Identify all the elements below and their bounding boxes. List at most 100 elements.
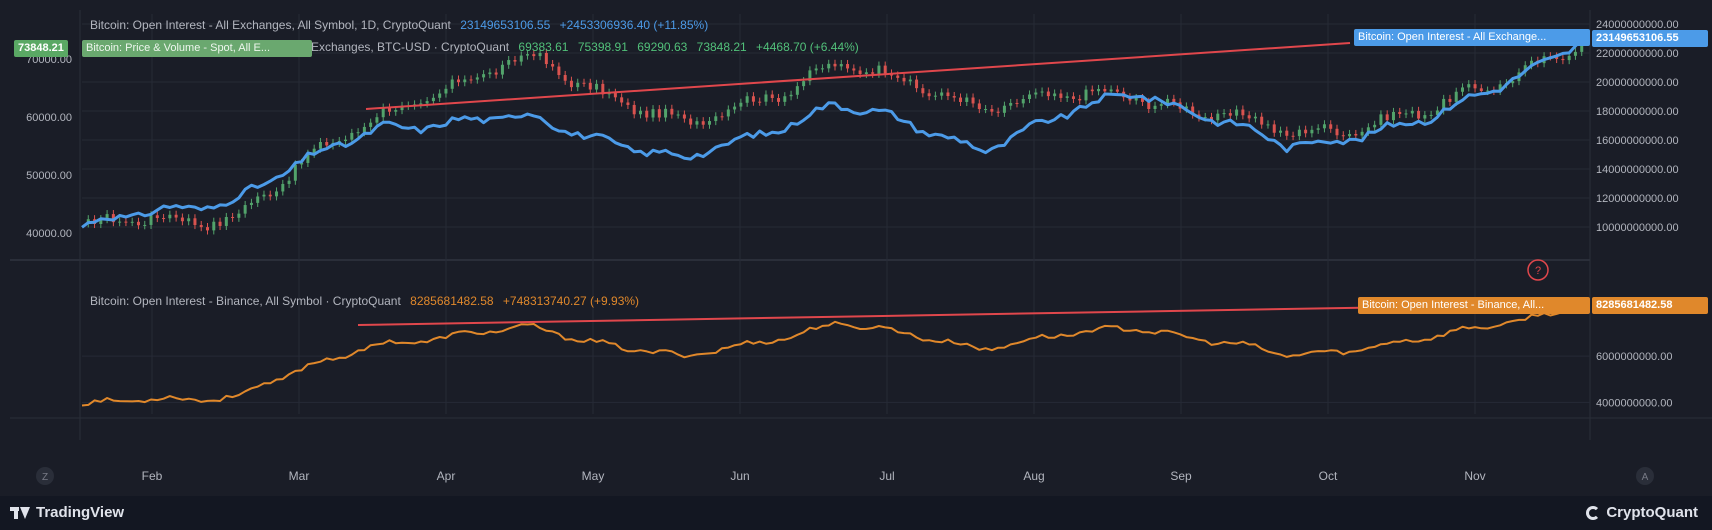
candle-body xyxy=(444,88,448,94)
candle-body xyxy=(287,180,291,184)
candle-body xyxy=(1348,134,1352,137)
oi-binance-legend[interactable]: Bitcoin: Open Interest - Binance, All Sy… xyxy=(90,294,639,308)
candle-body xyxy=(670,108,674,115)
candle-body xyxy=(431,97,435,102)
candle-body xyxy=(400,105,404,111)
oi-axis-tick: 16000000000.00 xyxy=(1596,135,1679,147)
cryptoquant-label: CryptoQuant xyxy=(1606,504,1698,521)
candle-body xyxy=(155,215,159,219)
candle-body xyxy=(212,221,216,231)
candle-body xyxy=(657,109,661,118)
candle-body xyxy=(1341,135,1345,137)
candle-body xyxy=(224,217,228,226)
candle-body xyxy=(381,107,385,118)
candle-body xyxy=(1134,98,1138,101)
candle-body xyxy=(1404,113,1408,115)
candle-body xyxy=(206,227,209,231)
oi-binance-series-tag: Bitcoin: Open Interest - Binance, All... xyxy=(1358,297,1590,314)
candle-body xyxy=(1078,98,1082,101)
candle-body xyxy=(1247,115,1251,119)
oi-all-line xyxy=(81,34,1589,229)
candle-body xyxy=(764,94,768,102)
oi-all-value: 23149653106.55 xyxy=(460,18,551,32)
oi-all-legend[interactable]: Bitcoin: Open Interest - All Exchanges, … xyxy=(90,18,708,32)
oi-binance-line xyxy=(81,302,1589,407)
candle-body xyxy=(1216,113,1220,121)
lower-pane xyxy=(10,262,1590,417)
candle-body xyxy=(1429,114,1433,116)
candle-body xyxy=(463,79,467,83)
candle-body xyxy=(664,108,668,118)
candle-body xyxy=(1410,110,1414,114)
chart-canvas[interactable]: 24000000000.00 22000000000.00 20000000000.… xyxy=(0,0,1712,496)
candle-body xyxy=(262,194,266,197)
candle-body xyxy=(494,72,498,75)
candle-body xyxy=(1580,40,1584,52)
question-icon-glyph: ? xyxy=(1535,265,1541,277)
candle-body xyxy=(751,96,755,102)
price-high: 75398.91 xyxy=(577,40,628,54)
candle-body xyxy=(726,109,730,117)
candle-body xyxy=(588,82,592,90)
candle-body xyxy=(218,221,222,226)
oi-axis-tick: 14000000000.00 xyxy=(1596,164,1679,176)
candle-body xyxy=(1523,65,1527,73)
candle-body xyxy=(620,97,624,103)
candle-body xyxy=(544,52,548,65)
candle-body xyxy=(1454,91,1458,102)
candle-body xyxy=(808,70,812,82)
month-tick: Feb xyxy=(142,469,163,483)
price-legend[interactable]: Exchanges, BTC-USD · CryptoQuant 69383.6… xyxy=(311,40,859,54)
price-current-tag: 73848.21 xyxy=(14,40,68,57)
candle-body xyxy=(1040,91,1044,93)
price-close: 73848.21 xyxy=(696,40,747,54)
oi-axis-tick: 12000000000.00 xyxy=(1596,193,1679,205)
candle-body xyxy=(1159,104,1163,106)
trendline-lower[interactable] xyxy=(357,305,1461,326)
candle-body xyxy=(877,65,881,74)
cryptoquant-logo[interactable]: CryptoQuant xyxy=(1586,504,1698,521)
candle-body xyxy=(1184,106,1188,109)
candle-body xyxy=(419,103,423,105)
candle-body xyxy=(1316,128,1320,130)
candle-body xyxy=(952,96,956,98)
candle-body xyxy=(180,217,184,222)
candle-body xyxy=(482,74,486,78)
trendline-upper[interactable] xyxy=(365,42,1351,110)
candle-body xyxy=(1210,116,1213,121)
tradingview-logo[interactable]: TradingView xyxy=(10,504,124,521)
candle-body xyxy=(1071,96,1075,99)
candle-body xyxy=(1379,114,1383,125)
candle-body xyxy=(318,142,322,149)
candle-body xyxy=(275,191,279,197)
question-icon[interactable] xyxy=(1527,259,1549,281)
candle-body xyxy=(827,63,831,69)
candle-body xyxy=(563,75,567,81)
zoom-button[interactable] xyxy=(36,467,54,485)
auto-scale-button[interactable] xyxy=(1636,467,1654,485)
candle-body xyxy=(1354,134,1358,136)
candle-body xyxy=(1222,113,1226,115)
candle-body xyxy=(344,139,348,142)
month-tick: Oct xyxy=(1319,469,1338,483)
candle-body xyxy=(676,114,680,116)
candle-body xyxy=(1442,98,1446,111)
candle-body xyxy=(1015,102,1019,104)
candle-body xyxy=(362,126,366,133)
candle-body xyxy=(1360,131,1364,136)
candle-body xyxy=(1486,90,1490,92)
candle-body xyxy=(199,225,203,228)
candle-body xyxy=(231,217,235,219)
candle-body xyxy=(708,121,711,125)
candle-body xyxy=(1090,89,1094,92)
candle-body xyxy=(1241,109,1245,116)
candle-body xyxy=(1046,91,1050,97)
candle-body xyxy=(739,102,743,107)
candle-body xyxy=(1272,124,1276,133)
candle-body xyxy=(300,162,304,165)
candle-body xyxy=(507,60,511,65)
candle-body xyxy=(946,92,950,97)
candle-body xyxy=(977,103,981,110)
candle-body xyxy=(902,77,906,82)
candle-body xyxy=(802,81,806,87)
